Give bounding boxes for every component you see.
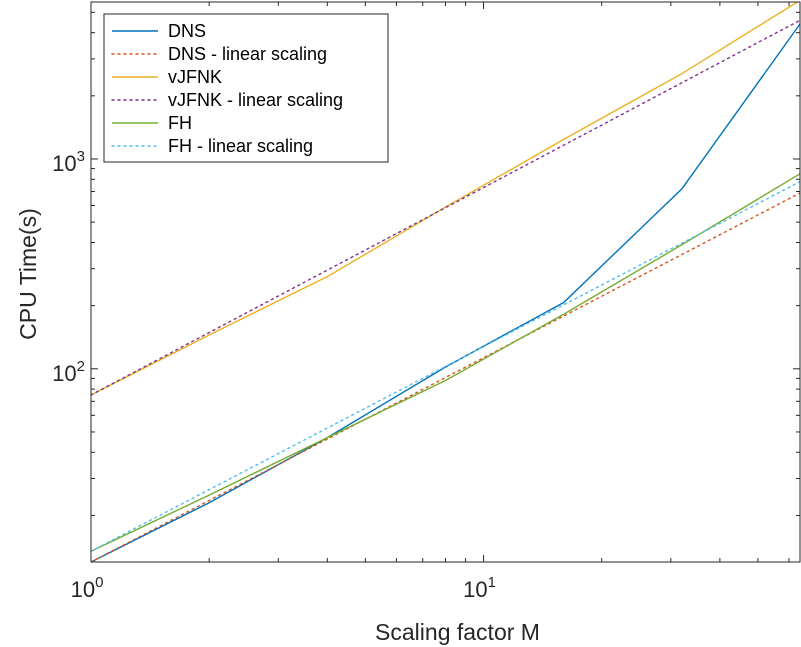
legend-box bbox=[103, 13, 389, 163]
y-tick-label: 102 bbox=[52, 358, 85, 386]
x-tick-label: 100 bbox=[71, 574, 104, 602]
legend-label: vJFNK - linear scaling bbox=[168, 90, 343, 110]
x-tick-label: 101 bbox=[463, 574, 496, 602]
ticks-layer: 100 101 102 103 bbox=[52, 2, 800, 602]
y-tick-label: 103 bbox=[52, 148, 85, 176]
legend-label: vJFNK bbox=[168, 67, 222, 87]
series-layer bbox=[91, 2, 800, 562]
series-line-3 bbox=[91, 2, 799, 396]
series-line-5 bbox=[91, 173, 800, 552]
legend: DNS DNS - linear scaling vJFNK vJFNK - line… bbox=[103, 13, 389, 163]
x-axis-label: Scaling factor M bbox=[375, 619, 540, 645]
series-line-1 bbox=[91, 23, 800, 562]
legend-label: DNS bbox=[168, 21, 206, 41]
series-line-2 bbox=[91, 192, 800, 562]
y-axis-label: CPU Time(s) bbox=[15, 208, 41, 340]
series-line-4 bbox=[91, 19, 800, 396]
legend-label: DNS - linear scaling bbox=[168, 44, 327, 64]
series-line-6 bbox=[91, 180, 800, 552]
legend-label: FH bbox=[168, 113, 192, 133]
legend-label: FH - linear scaling bbox=[168, 136, 313, 156]
